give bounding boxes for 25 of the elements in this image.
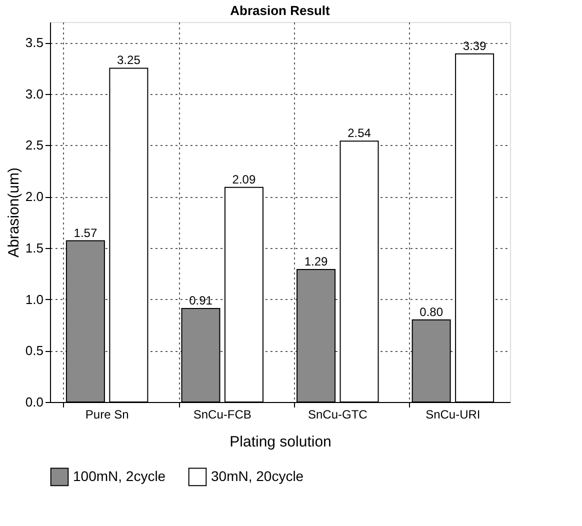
legend-label: 30mN, 20cycle [211,468,304,484]
y-tick-label: 0.5 [25,343,44,358]
data-label: 3.39 [462,38,487,53]
x-axis-title: Plating solution [230,434,332,450]
x-tick-label: Pure Sn [85,408,129,422]
data-label: 2.54 [348,126,372,140]
y-tick-label: 3.5 [25,35,44,50]
y-tick-label: 2.0 [25,189,44,204]
data-label: 2.09 [232,172,256,186]
chart-title: Abrasion Result [230,3,331,18]
y-tick-label: 0.0 [25,394,44,410]
data-label: 3.25 [117,53,141,68]
x-tick-label: SnCu-URI [426,408,480,422]
x-tick-label: SnCu-FCB [193,408,252,422]
data-label: 0.80 [420,304,444,319]
y-tick-label: 2.5 [25,138,44,153]
y-axis-title: Abrasion(um) [5,167,22,258]
x-tick-label: SnCu-GTC [308,408,368,422]
y-tick-label: 1.5 [25,240,44,256]
y-tick-label: 1.0 [25,292,44,307]
y-tick-label: 3.0 [25,86,44,102]
data-label: 1.57 [74,226,98,240]
data-label: 1.29 [304,254,328,269]
data-label: 0.91 [189,294,213,308]
legend-label: 100mN, 2cycle [73,468,166,484]
